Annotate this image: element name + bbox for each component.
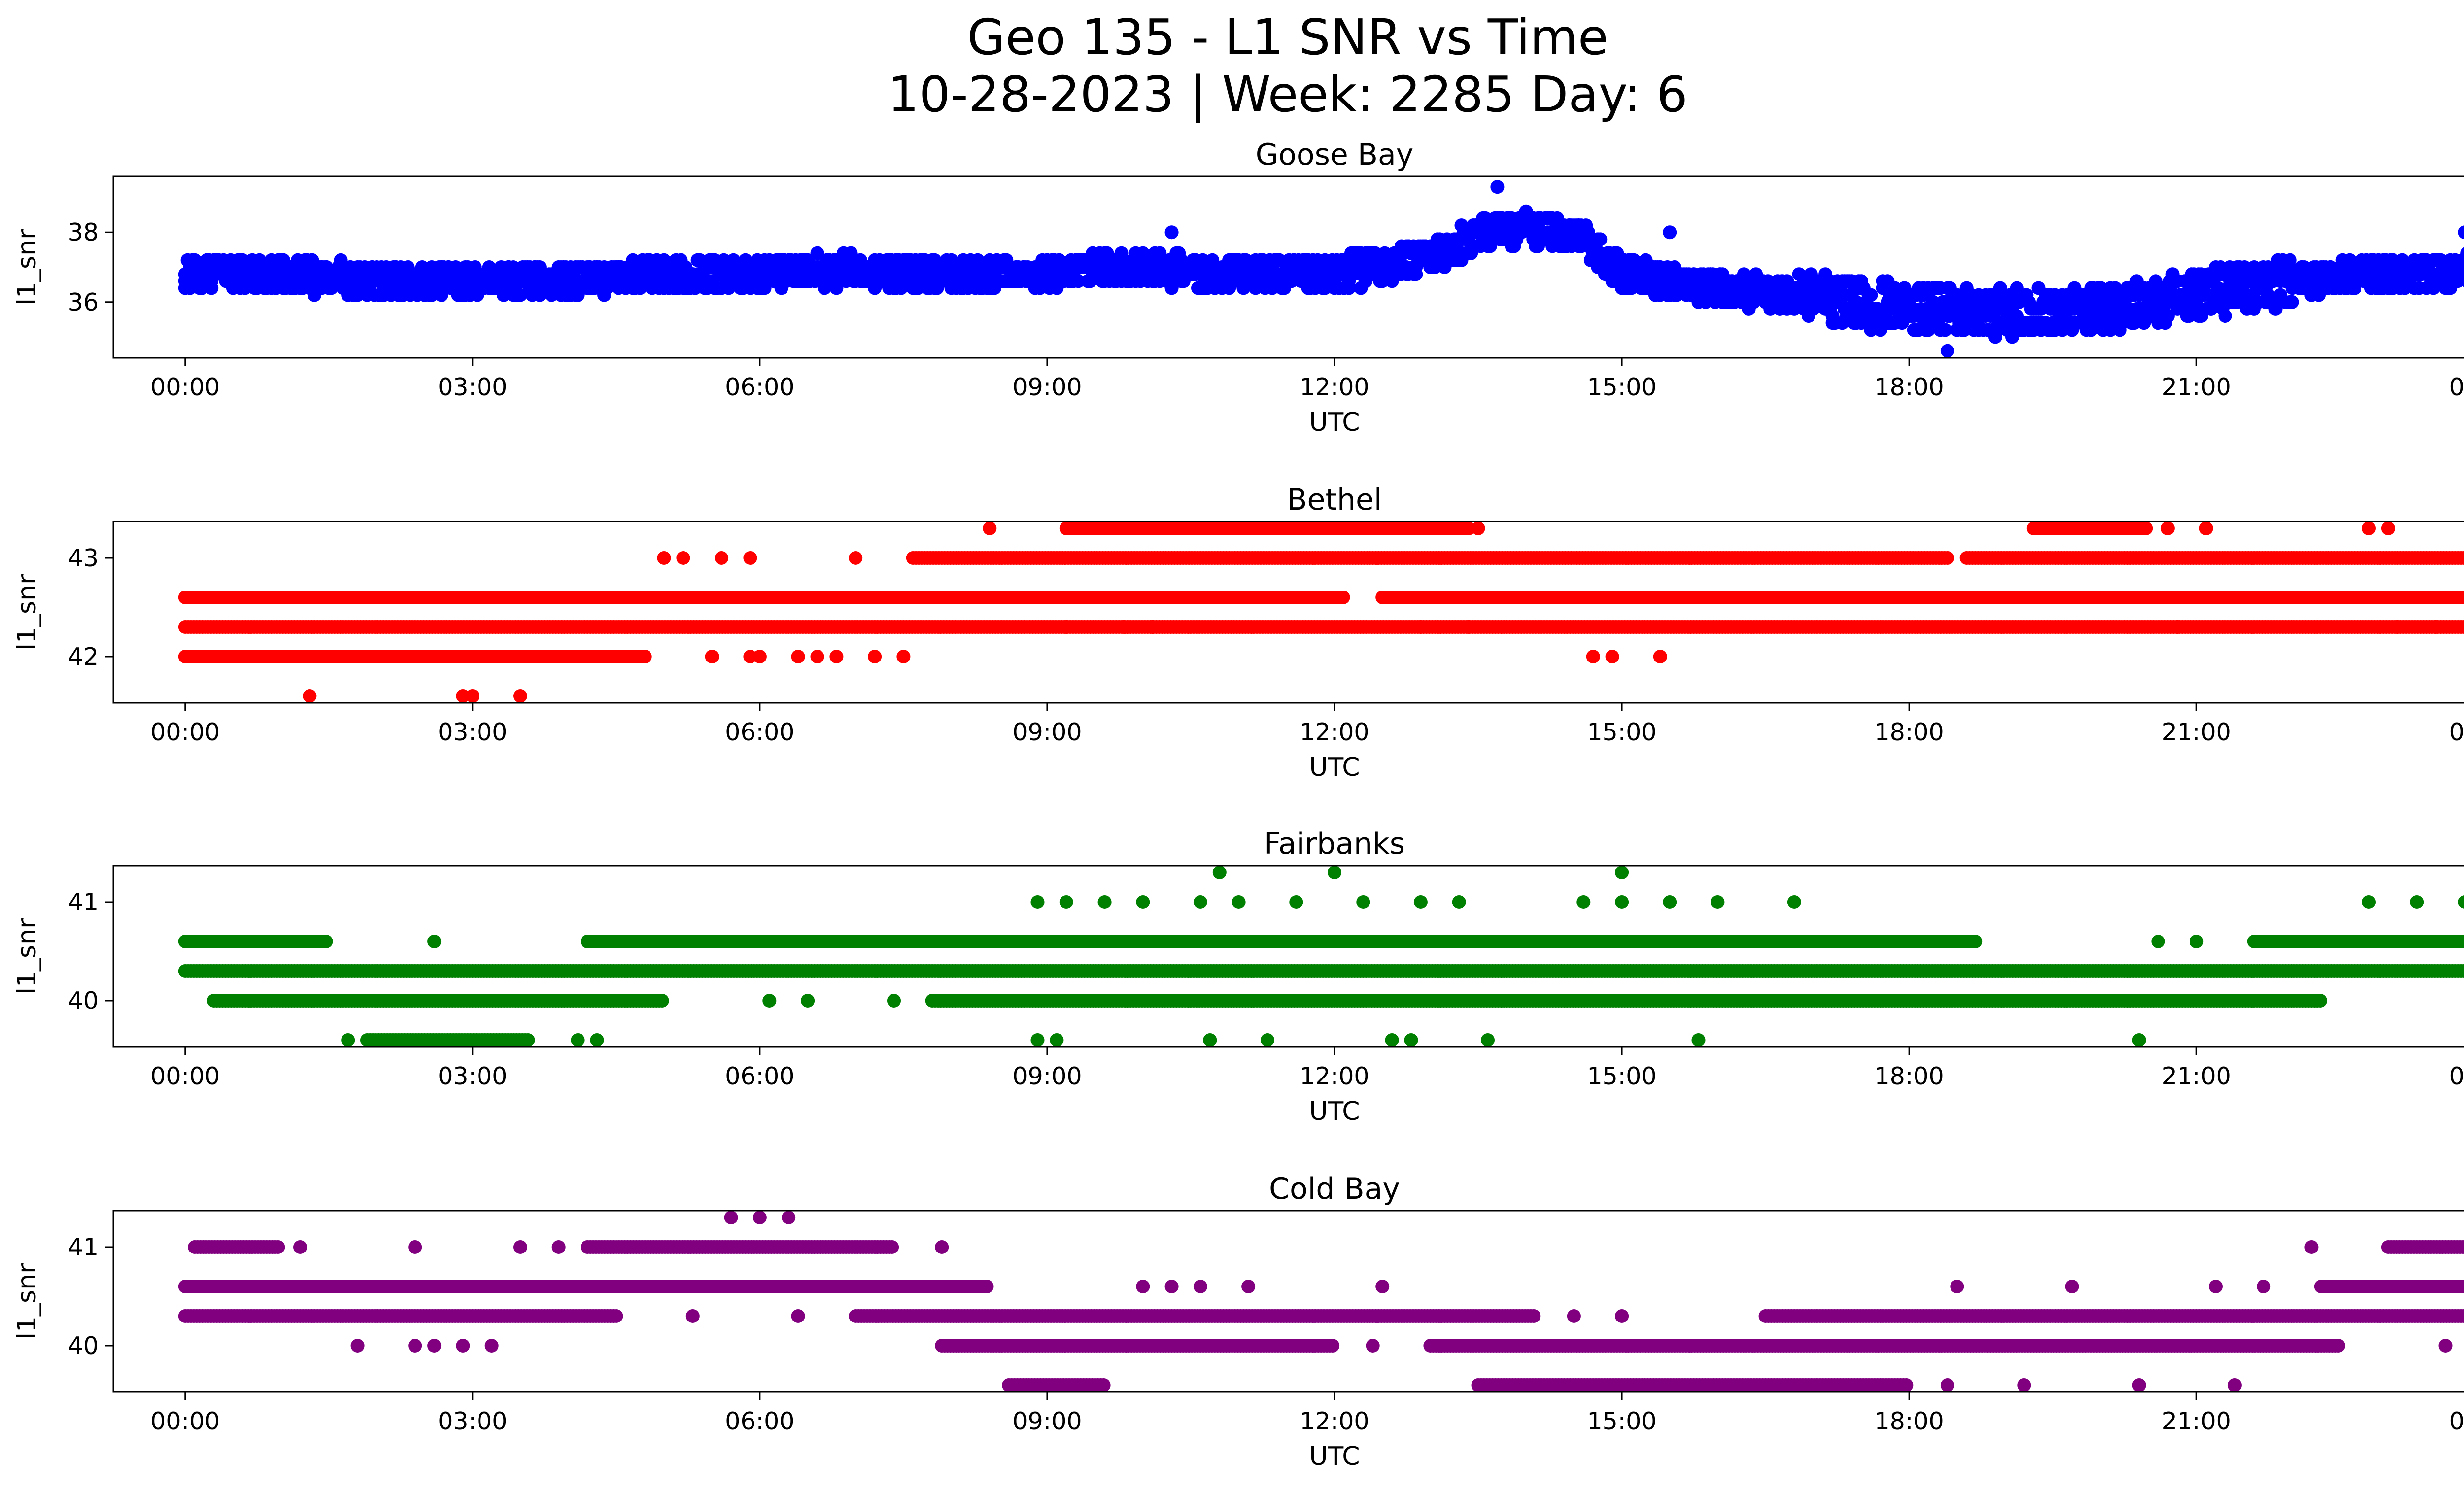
data-point [1864,288,1878,302]
data-point [810,246,824,260]
data-point [2460,621,2464,633]
panel-title-goose-bay: Goose Bay [1256,138,1414,172]
y-axis-label: l1_snr [12,229,42,306]
data-point [1888,281,1902,295]
y-tick-label: 38 [68,218,99,246]
data-point [205,281,219,295]
x-tick-label: 09:00 [1012,373,1082,401]
data-point [1336,591,1350,604]
data-point [1409,267,1423,281]
x-tick-label: 06:00 [725,373,794,401]
data-point [2211,281,2225,295]
data-point [1593,232,1608,246]
panel-goose-bay: Goose Bay 00:00 03:00 06:00 09:00 12:00 15:00 1… [12,138,2464,437]
figure-title-line-2: 10-28-2023 | Week: 2285 Day: 6 [888,66,1688,123]
y-tick-label: 36 [68,288,99,316]
x-tick-label: 15:00 [1587,373,1656,401]
data-point [1938,323,1952,337]
data-point [2463,256,2464,265]
data-point [2160,309,2175,323]
data-point [2463,249,2464,258]
data-point [2218,309,2232,323]
x-axis-label: UTC [1309,408,1360,437]
data-point [1663,225,1677,240]
x-tick-label: 18:00 [1875,373,1944,401]
x-tick-label: 12:00 [1300,373,1369,401]
data-point [1284,274,1299,288]
data-point [2462,592,2464,603]
data-point [1849,295,1864,309]
data-point [2460,254,2464,267]
data-points-goose-bay [178,180,2464,358]
data-point [2285,295,2299,309]
data-point [513,288,527,302]
data-point [2463,623,2464,631]
figure-title: Geo 135 - L1 SNR vs Time 10-28-2023 | We… [0,9,2464,123]
x-tick-label: 03:00 [438,373,507,401]
x-tick-label: 00:00 [150,373,220,401]
figure-title-line-1: Geo 135 - L1 SNR vs Time [967,8,1608,66]
data-point [1806,302,1820,316]
data-point [1490,180,1505,194]
data-point [1164,225,1179,240]
data-point [1342,281,1356,295]
x-tick-label: 21:00 [2162,373,2231,401]
data-point [1071,274,1086,288]
data-point [1940,344,1954,358]
data-points-bethel [178,522,2464,703]
data-point [2460,275,2464,287]
data-point [2386,253,2400,267]
data-point [638,650,652,663]
x-tick-label: 00:00 [2449,373,2464,401]
data-point [2458,225,2464,240]
